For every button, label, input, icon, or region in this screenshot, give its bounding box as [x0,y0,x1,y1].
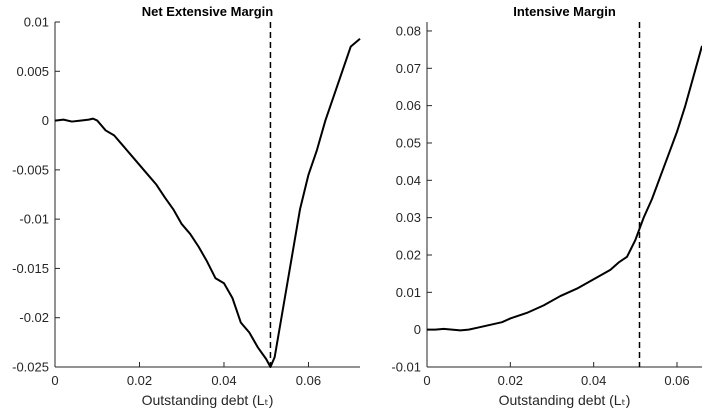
y-tick-label: -0.01 [391,360,421,375]
y-tick-label: -0.02 [19,310,49,325]
x-tick-label: 0.04 [581,373,606,388]
y-tick-label: 0.04 [396,173,421,188]
y-tick-label: 0.03 [396,210,421,225]
y-tick-label: 0.02 [396,247,421,262]
x-tick-label: 0 [423,373,430,388]
data-line [427,45,702,332]
y-tick-label: -0.005 [12,162,49,177]
x-axis-label: Outstanding debt (Lₜ) [499,392,631,408]
y-tick-label: 0 [42,113,49,128]
y-tick-label: 0.005 [16,64,49,79]
y-tick-label: 0.01 [24,15,49,30]
x-tick-label: 0.02 [498,373,523,388]
y-tick-label: 0.08 [396,23,421,38]
x-tick-label: 0 [51,373,58,388]
y-tick-label: 0.06 [396,98,421,113]
x-tick-label: 0.04 [211,373,236,388]
y-tick-label: 0.01 [396,285,421,300]
y-tick-label: -0.01 [19,212,49,227]
y-tick-label: 0.05 [396,135,421,150]
x-tick-label: 0.06 [664,373,689,388]
y-tick-label: -0.015 [12,261,49,276]
x-axis-label: Outstanding debt (Lₜ) [142,392,274,408]
data-line [54,37,361,368]
x-tick-label: 0.02 [127,373,152,388]
y-tick-label: 0.07 [396,61,421,76]
plot: Net Extensive Margin -0.025 -0.02 -0.015 -0.… [12,4,361,408]
plot: Intensive Margin-0.0100.010.020.030.040.… [391,4,702,408]
y-tick-label: 0 [414,322,421,337]
chart-title: Intensive Margin [513,4,616,19]
y-tick-label: -0.025 [12,360,49,375]
x-tick-label: 0.06 [296,373,321,388]
chart-title: Net Extensive Margin [142,4,274,19]
